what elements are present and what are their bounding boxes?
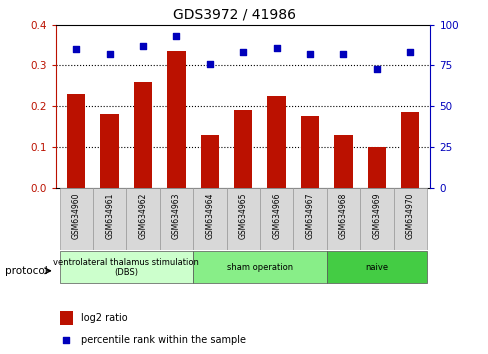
FancyBboxPatch shape [360,188,393,250]
Text: GSM634967: GSM634967 [305,193,314,239]
Text: percentile rank within the sample: percentile rank within the sample [81,335,245,346]
Bar [167,51,185,188]
Point [105,51,113,57]
Text: ventrolateral thalamus stimulation
(DBS): ventrolateral thalamus stimulation (DBS) [53,258,199,277]
Text: GSM634960: GSM634960 [72,193,81,239]
Text: GSM634962: GSM634962 [138,193,147,239]
Point [239,50,246,55]
Bar [300,116,319,188]
FancyBboxPatch shape [293,188,326,250]
Bar [234,110,252,188]
Point [72,46,80,52]
Bar [267,96,285,188]
Point [406,50,413,55]
Bar [334,135,352,188]
Bar [67,94,85,188]
FancyBboxPatch shape [326,188,360,250]
Text: log2 ratio: log2 ratio [81,313,127,323]
Text: sham operation: sham operation [226,263,292,272]
Point [62,337,70,343]
Text: GDS3972 / 41986: GDS3972 / 41986 [173,7,296,21]
Text: GSM634970: GSM634970 [405,193,414,239]
FancyBboxPatch shape [226,188,260,250]
Bar [134,82,152,188]
Point [305,51,313,57]
Point [372,66,380,72]
Point [272,45,280,50]
FancyBboxPatch shape [393,188,426,250]
Bar [400,112,419,188]
Point [339,51,346,57]
Text: GSM634969: GSM634969 [372,193,381,239]
Text: GSM634963: GSM634963 [172,193,181,239]
FancyBboxPatch shape [193,188,226,250]
Text: GSM634966: GSM634966 [272,193,281,239]
Point [139,43,147,49]
FancyBboxPatch shape [60,251,193,283]
FancyBboxPatch shape [126,188,160,250]
Bar [60,312,73,325]
Bar [367,147,385,188]
Text: GSM634964: GSM634964 [205,193,214,239]
Text: GSM634961: GSM634961 [105,193,114,239]
FancyBboxPatch shape [326,251,426,283]
Text: naive: naive [365,263,387,272]
Point [172,33,180,39]
Text: GSM634965: GSM634965 [238,193,247,239]
FancyBboxPatch shape [160,188,193,250]
Bar [200,135,219,188]
FancyBboxPatch shape [93,188,126,250]
FancyBboxPatch shape [193,251,326,283]
Text: protocol: protocol [5,266,47,276]
Point [205,61,213,67]
FancyBboxPatch shape [260,188,293,250]
Bar [101,114,119,188]
FancyBboxPatch shape [60,188,93,250]
Text: GSM634968: GSM634968 [338,193,347,239]
